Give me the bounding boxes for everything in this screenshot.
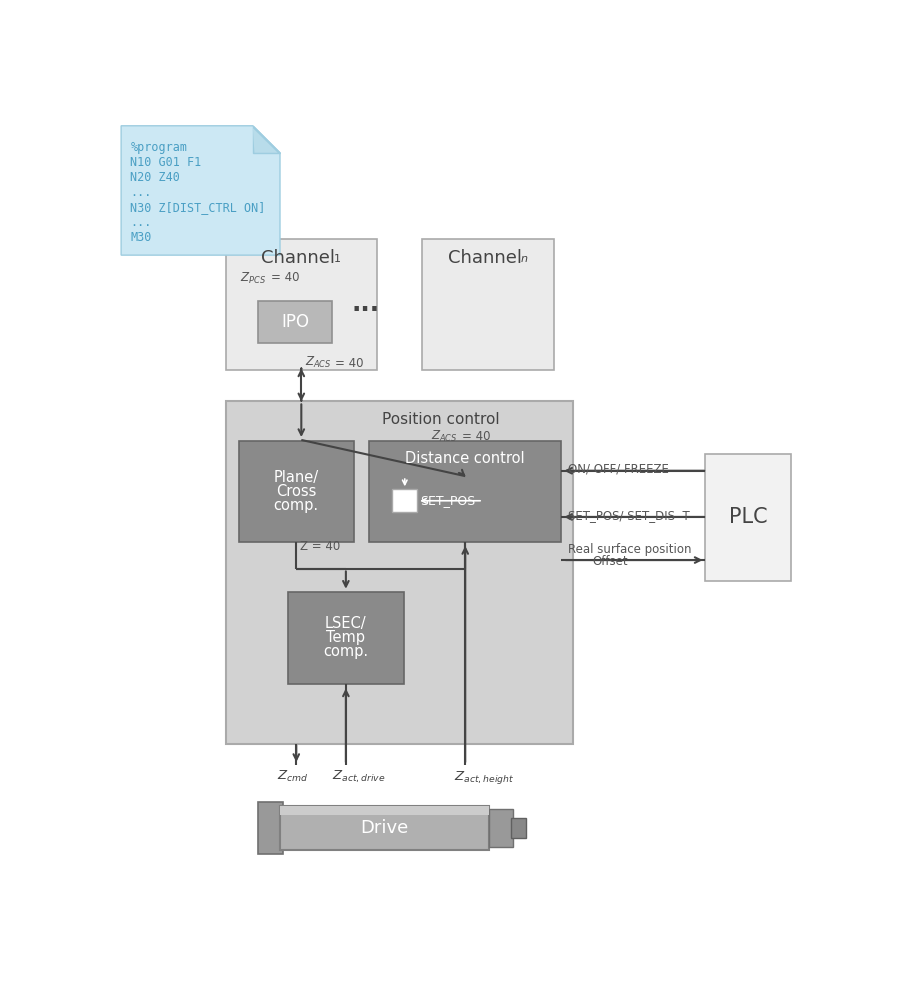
Bar — [288, 591, 404, 684]
Bar — [280, 806, 489, 850]
Text: N10 G01 F1: N10 G01 F1 — [131, 156, 201, 169]
Text: Temp: Temp — [327, 631, 366, 646]
Text: SET_POS: SET_POS — [420, 494, 475, 508]
Bar — [706, 454, 791, 581]
Text: $Z_{act,drive}$: $Z_{act,drive}$ — [332, 769, 385, 785]
Text: PLC: PLC — [729, 508, 767, 527]
Text: ...: ... — [351, 292, 379, 317]
Polygon shape — [253, 128, 278, 153]
Text: Position control: Position control — [382, 412, 500, 427]
Text: $Z_{ACS}$: $Z_{ACS}$ — [431, 429, 458, 444]
Text: = 40: = 40 — [336, 357, 364, 370]
Text: SET_POS/ SET_DIS  T: SET_POS/ SET_DIS T — [568, 509, 689, 522]
Bar — [226, 401, 573, 744]
Text: N30 Z[DIST_CTRL ON]: N30 Z[DIST_CTRL ON] — [131, 202, 266, 215]
Bar — [258, 300, 332, 342]
Text: Drive: Drive — [360, 819, 409, 837]
Text: Real surface position: Real surface position — [568, 543, 691, 556]
Text: Cross: Cross — [276, 484, 317, 499]
Bar — [239, 442, 354, 541]
Text: = 40: = 40 — [271, 272, 300, 284]
Text: M30: M30 — [131, 231, 151, 244]
Text: $Z_{cmd}$: $Z_{cmd}$ — [277, 769, 308, 784]
Text: $Z_{PCS}$: $Z_{PCS}$ — [239, 272, 266, 286]
Bar — [369, 442, 561, 541]
Bar — [393, 489, 417, 513]
Text: ...: ... — [131, 186, 151, 199]
Text: comp.: comp. — [274, 498, 319, 513]
Text: ...: ... — [131, 216, 151, 229]
Text: Channel: Channel — [447, 249, 522, 267]
Text: Plane/: Plane/ — [274, 470, 319, 485]
Polygon shape — [253, 126, 280, 153]
Text: = 40: = 40 — [463, 430, 491, 443]
Bar — [258, 802, 283, 854]
Bar — [280, 806, 489, 815]
Bar — [422, 239, 553, 370]
Bar — [226, 239, 377, 370]
Text: 1: 1 — [335, 255, 341, 265]
Text: IPO: IPO — [281, 313, 309, 331]
Polygon shape — [122, 126, 280, 255]
Text: Channel: Channel — [261, 249, 336, 267]
Text: Z = 40: Z = 40 — [300, 540, 340, 553]
Text: ON/ OFF/ FREEZE: ON/ OFF/ FREEZE — [568, 462, 668, 475]
Text: comp.: comp. — [323, 645, 368, 659]
Text: $Z_{act,height}$: $Z_{act,height}$ — [454, 769, 514, 786]
Bar — [511, 818, 526, 838]
Text: %program: %program — [131, 141, 188, 154]
Text: LSEC/: LSEC/ — [325, 616, 366, 632]
Text: Offset: Offset — [592, 555, 628, 568]
Bar — [489, 809, 512, 847]
Text: Distance control: Distance control — [405, 451, 525, 465]
Text: $Z_{ACS}$: $Z_{ACS}$ — [305, 355, 332, 371]
Text: n: n — [521, 255, 528, 265]
Text: N20 Z40: N20 Z40 — [131, 171, 180, 184]
